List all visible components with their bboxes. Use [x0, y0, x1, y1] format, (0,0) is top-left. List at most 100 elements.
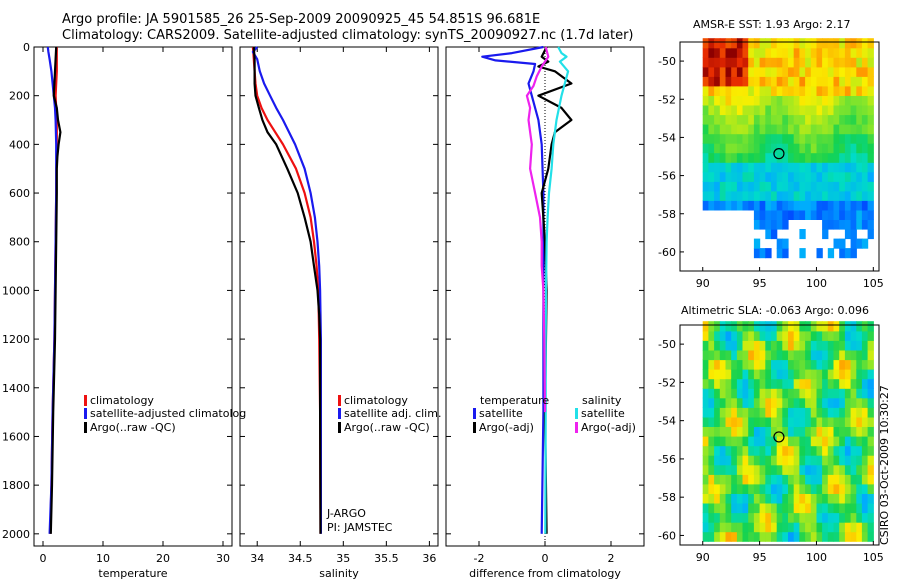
- sst-cell: [844, 47, 852, 58]
- sst-cell: [861, 38, 869, 49]
- sla-cell: [736, 464, 744, 475]
- sst-cell: [742, 47, 749, 58]
- sla-cell: [805, 321, 812, 332]
- sla-cell: [839, 369, 846, 380]
- sst-cell: [810, 95, 818, 106]
- sst-cell: [714, 162, 721, 173]
- sst-cell: [782, 47, 789, 58]
- sla-cell: [816, 531, 823, 542]
- sst-cell: [776, 209, 783, 220]
- sst-cell: [822, 171, 829, 182]
- sst-cell: [816, 171, 823, 182]
- sla-cell: [708, 416, 715, 427]
- sst-cell: [850, 229, 857, 240]
- sst-cell: [839, 143, 846, 154]
- sla-ytick-label: -56: [658, 453, 676, 466]
- salinity-xaxis-label: salinity: [319, 567, 359, 580]
- sst-cell: [850, 57, 857, 68]
- sla-cell: [827, 416, 835, 427]
- sst-cell: [765, 162, 772, 173]
- sst-cell: [839, 181, 846, 192]
- sla-cell: [856, 397, 863, 408]
- sla-ytick-label: -58: [658, 491, 676, 504]
- sla-cell: [725, 407, 732, 418]
- sla-cell: [748, 407, 755, 418]
- sla-cell: [719, 464, 727, 475]
- sst-cell: [725, 38, 732, 49]
- sla-cell: [827, 531, 835, 542]
- difference-xtick-label: -2: [474, 552, 485, 565]
- sla-cell: [742, 464, 749, 475]
- sst-cell: [736, 105, 744, 116]
- sst-cell: [861, 85, 869, 96]
- sst-cell: [714, 38, 721, 49]
- sst-cell: [816, 95, 823, 106]
- sst-cell: [844, 66, 852, 77]
- sst-cell: [731, 76, 738, 87]
- sal-legend-climatology-label: climatology: [344, 394, 408, 407]
- sla-cell: [714, 407, 721, 418]
- sla-cell: [861, 483, 869, 494]
- sst-cell: [719, 200, 727, 211]
- sst-cell: [759, 105, 766, 116]
- sst-cell: [788, 57, 795, 68]
- sst-cell: [776, 76, 783, 87]
- sla-cell: [702, 388, 709, 399]
- sst-cell: [827, 114, 835, 125]
- sst-cell: [782, 66, 789, 77]
- sla-cell: [833, 321, 840, 332]
- sla-cell: [799, 378, 806, 389]
- sst-cell: [861, 124, 869, 135]
- sst-cell: [810, 171, 818, 182]
- sst-cell: [725, 143, 732, 154]
- sst-cell: [822, 95, 829, 106]
- sla-cell: [827, 474, 835, 485]
- sla-cell: [822, 522, 829, 533]
- sla-cell: [850, 369, 857, 380]
- depth-tick-label: 1200: [2, 333, 30, 346]
- sla-cell: [736, 426, 744, 437]
- sla-cell: [719, 483, 727, 494]
- sst-cell: [793, 124, 800, 135]
- sla-cell: [793, 340, 800, 351]
- sla-cell: [827, 340, 835, 351]
- sla-cell: [805, 397, 812, 408]
- sla-cell: [725, 349, 732, 361]
- sla-cell: [822, 397, 829, 408]
- sla-cell: [805, 388, 812, 399]
- sst-cell: [856, 143, 863, 154]
- sst-cell: [850, 219, 857, 230]
- sst-cell: [850, 124, 857, 135]
- sla-cell: [799, 349, 806, 361]
- sla-cell: [799, 522, 806, 533]
- difference-series-salinity-satellite: [544, 46, 570, 534]
- sst-cell: [799, 209, 806, 220]
- sst-cell: [788, 124, 795, 135]
- sst-cell: [765, 47, 772, 58]
- sst-cell: [856, 114, 863, 125]
- sst-cell: [822, 133, 829, 144]
- sst-cell: [805, 171, 812, 182]
- sst-cell: [839, 38, 846, 49]
- sst-cell: [771, 143, 778, 154]
- sst-ytick-label: -50: [658, 55, 676, 68]
- sla-cell: [856, 445, 863, 456]
- sla-cell: [759, 359, 766, 370]
- sst-cell: [759, 114, 766, 125]
- salinity-xtick-label: 36: [422, 552, 436, 565]
- depth-tick-label: 2000: [2, 528, 30, 541]
- sla-cell: [731, 493, 738, 504]
- sla-cell: [759, 388, 766, 399]
- sla-cell: [799, 531, 806, 542]
- sla-cell: [793, 416, 800, 427]
- sst-cell: [771, 209, 778, 220]
- sla-cell: [782, 436, 789, 447]
- sla-cell: [736, 330, 744, 341]
- sst-cell: [844, 38, 852, 49]
- sla-cell: [793, 512, 800, 523]
- sla-cell: [850, 426, 857, 437]
- sst-cell: [782, 57, 789, 68]
- depth-tick-label: 1400: [2, 382, 30, 395]
- sst-cell: [731, 143, 738, 154]
- depth-tick-label: 800: [9, 236, 30, 249]
